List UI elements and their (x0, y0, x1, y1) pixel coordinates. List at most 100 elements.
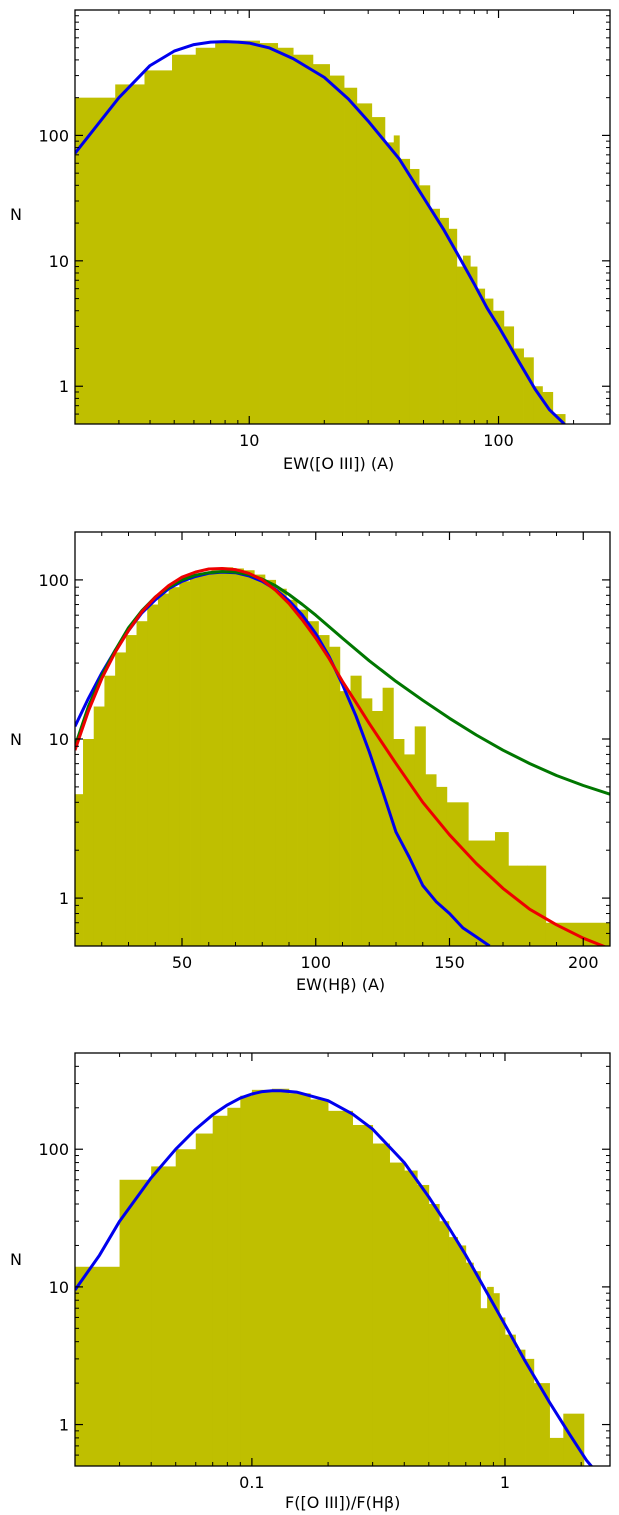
histogram-bar (75, 1266, 120, 1466)
histogram-bar (417, 1184, 430, 1466)
x-tick-label: 0.1 (239, 1473, 264, 1492)
histogram-bar (240, 1095, 253, 1466)
x-tick-label: 150 (434, 953, 465, 972)
histogram-bar (504, 1334, 516, 1466)
histogram-bar (456, 266, 464, 424)
y-tick-label: 100 (38, 1140, 69, 1159)
histogram-bar (307, 621, 319, 946)
histogram-bar (480, 1308, 488, 1466)
histogram-bar (232, 568, 244, 946)
x-tick-label: 100 (300, 953, 331, 972)
histogram-bar (371, 710, 384, 946)
histogram-bar (243, 570, 255, 946)
histogram-bar (168, 587, 180, 946)
histogram-bar (393, 739, 405, 946)
histogram-bar (462, 255, 471, 424)
y-tick-label: 1 (59, 377, 69, 396)
histogram-bar (384, 142, 395, 424)
histogram-bar (227, 1107, 241, 1466)
histogram-bar (457, 1245, 467, 1466)
y-tick-label: 10 (49, 1278, 69, 1297)
histogram-bar (533, 1383, 550, 1466)
histogram-bar (549, 1437, 564, 1466)
histogram-bar (254, 574, 266, 946)
histogram-bar (195, 1133, 214, 1466)
y-tick-label: 1 (59, 1416, 69, 1435)
histogram-bar (372, 1143, 390, 1466)
chart-panel-1: 10 100 1 10 100 N EW([O III]) (A) (0, 0, 619, 500)
histogram-bar (136, 621, 148, 946)
histogram-bar (404, 1170, 418, 1466)
y-tick-label: 100 (38, 571, 69, 590)
histogram-bar (352, 1124, 374, 1466)
histogram-bar (527, 865, 547, 946)
histogram-bar (487, 1286, 494, 1466)
histogram-bar (318, 635, 330, 946)
histogram-bar (312, 64, 330, 424)
histogram-bar (436, 786, 448, 946)
histogram-bar (409, 168, 420, 424)
x-axis-label: EW(Hβ) (A) (296, 975, 386, 994)
histogram-bar (439, 1221, 450, 1466)
x-tick-label: 100 (483, 431, 514, 450)
histogram-bar (393, 135, 400, 424)
histogram-bar (275, 588, 287, 946)
y-axis-label: N (10, 1250, 22, 1269)
histogram-bar (515, 1349, 526, 1466)
chart-svg-3: 0.1 1 1 10 100 (38, 1052, 611, 1492)
histogram-bar (523, 357, 534, 424)
axes-frame (74, 1052, 611, 1467)
histogram-bar (361, 698, 373, 946)
histogram-bar (93, 706, 105, 946)
y-axis-label: N (10, 205, 22, 224)
x-axis-label: F([O III])/F(Hβ) (285, 1493, 401, 1512)
histogram-bar (503, 326, 515, 424)
x-tick-label: 10 (239, 431, 259, 450)
histogram-bar (190, 576, 202, 946)
histogram-bar (211, 570, 223, 946)
histogram-bar (356, 103, 373, 424)
histogram-bar (115, 84, 145, 424)
histogram-bar (328, 1110, 354, 1466)
histogram-bar (83, 739, 95, 946)
histogram-bar (237, 40, 260, 424)
x-tick-label: 50 (172, 953, 192, 972)
y-axis-label: N (10, 730, 22, 749)
histogram-bar (147, 604, 159, 946)
histogram-bar (477, 288, 486, 424)
histogram-bar (344, 87, 358, 424)
histogram-bar (293, 54, 314, 424)
histogram-bar (264, 579, 277, 946)
histogram-bar (468, 840, 496, 946)
histogram-bar (212, 1115, 228, 1466)
plot-area (75, 1088, 594, 1466)
histogram-bar (286, 599, 298, 946)
histogram-bar (329, 75, 345, 424)
histogram-bar (104, 675, 116, 946)
histogram-bar (75, 794, 84, 946)
axes-frame (74, 9, 611, 425)
y-tick-label: 10 (49, 252, 69, 271)
histogram-bar (125, 635, 137, 946)
histogram-bar (115, 652, 127, 946)
chart-svg-2: 50 100 150 200 1 10 100 (38, 531, 611, 972)
y-tick-label: 100 (38, 126, 69, 145)
histogram-bar (414, 726, 426, 946)
histogram-bar (492, 310, 505, 424)
histogram-bar (259, 43, 279, 424)
x-tick-label: 200 (568, 953, 599, 972)
histogram-bar (473, 1271, 481, 1466)
histogram-bar (288, 1093, 311, 1466)
histogram-bar (448, 228, 458, 424)
histogram-bar (382, 687, 394, 946)
plot-area (75, 567, 610, 946)
y-tick-label: 1 (59, 889, 69, 908)
histogram-bar (399, 158, 411, 424)
histogram-bar (172, 54, 197, 424)
histogram-bar (493, 1293, 500, 1466)
histogram-bar (448, 1237, 459, 1466)
histogram-bar (470, 266, 478, 424)
histogram-bar (310, 1099, 329, 1466)
fit-curve (75, 40, 567, 424)
histogram-bar (271, 1088, 290, 1466)
